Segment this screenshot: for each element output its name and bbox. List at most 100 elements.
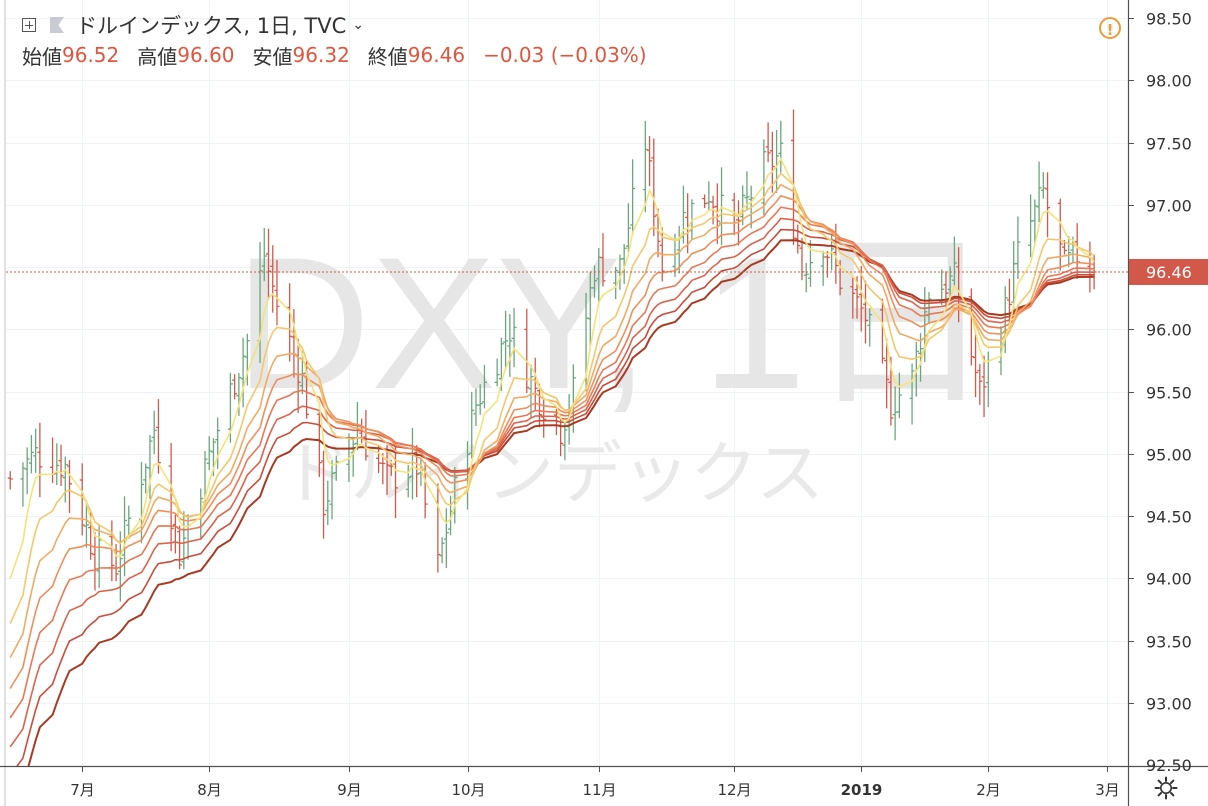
ohlc-bar: [1057, 198, 1063, 271]
ohlc-bar: [33, 428, 39, 473]
ohlc-bar: [951, 236, 957, 286]
ohlc-bar: [83, 500, 89, 548]
ohlc-bar: [20, 462, 26, 507]
ohlc-bar: [321, 450, 327, 539]
y-tick-label: 97.00: [1146, 197, 1192, 216]
ohlc-bar: [625, 203, 631, 253]
ohlc-bar: [651, 138, 657, 237]
y-tick-label: 93.50: [1146, 633, 1192, 652]
ohlc-bar: [325, 480, 331, 526]
ohlc-bar: [761, 139, 767, 216]
y-tick-label: 98.00: [1146, 72, 1192, 91]
symbol-title[interactable]: ドルインデックス, 1日, TVC: [76, 14, 347, 38]
ohlc-bar: [7, 471, 13, 490]
x-tick-label: 2019: [841, 781, 883, 799]
ohlc-bar: [333, 455, 339, 481]
ohlc-bar: [1045, 172, 1051, 238]
x-tick-label: 12月: [717, 781, 751, 799]
ohlc-bar: [879, 298, 885, 364]
ohlc-bar: [630, 159, 636, 236]
ohlc-bar: [37, 422, 43, 498]
ohlc-bar: [647, 136, 653, 187]
y-tick-label-partial: 92.50: [1146, 756, 1192, 775]
plot-area[interactable]: [0, 0, 1128, 766]
last-price-tag: 96.46: [1129, 258, 1208, 285]
ohlc-bar: [28, 435, 34, 474]
close-value: 96.46: [407, 43, 466, 67]
ohlc-bar: [469, 391, 475, 459]
ma-line-5: [9, 157, 1095, 579]
x-tick-label: 7月: [70, 781, 95, 799]
chart-legend: ドルインデックス, 1日, TVC ⌄ 始値 96.52 高値 96.60 安値…: [22, 10, 647, 70]
open-label: 始値: [22, 44, 62, 69]
ohlc-bar: [1015, 216, 1021, 279]
ohlc-bar: [79, 463, 85, 536]
ohlc-bar: [363, 409, 369, 461]
ohlc-bar: [642, 120, 648, 213]
ohlc-bar: [896, 372, 902, 419]
ohlc-bar: [862, 280, 868, 344]
ohlc-bar: [244, 333, 250, 386]
ohlc-bar: [24, 447, 30, 495]
last-price-label: 96.46: [1146, 263, 1192, 282]
ohlc-bar: [778, 120, 784, 174]
ma-line-25: [9, 206, 1095, 719]
warning-icon[interactable]: !: [1099, 17, 1121, 39]
y-tick-label: 95.50: [1146, 384, 1192, 403]
ohlc-bar: [477, 384, 483, 415]
ma-line-30: [9, 217, 1095, 748]
x-tick-label: 10月: [451, 781, 485, 799]
ohlc-bar: [147, 434, 153, 499]
ohlc-bar: [1032, 199, 1038, 246]
plus-square-icon[interactable]: [22, 18, 36, 32]
price-axis[interactable]: 93.0093.5094.0094.5095.0095.5096.0096.50…: [1128, 10, 1192, 776]
vertical-gridlines: [82, 0, 1108, 766]
ohlc-bar: [439, 537, 445, 564]
ohlc-bar: [261, 227, 267, 282]
ma-line-40: [27, 239, 1095, 766]
ohlc-bar: [67, 460, 73, 513]
ohlc-bar: [528, 364, 534, 419]
ohlc-bar: [236, 372, 242, 416]
ohlc-bar: [807, 240, 813, 287]
ohlc-bar: [329, 460, 335, 520]
ma-line-35: [16, 228, 1095, 766]
ohlc-values: 始値 96.52 高値 96.60 安値 96.32 終値 96.46 −0.0…: [22, 40, 647, 70]
ohlc-bar: [155, 399, 161, 474]
ohlc-bar: [62, 456, 68, 503]
ohlc-bar: [858, 265, 864, 332]
x-tick-label: 3月: [1095, 781, 1120, 799]
ohlc-bar: [405, 465, 411, 498]
y-tick-label: 93.00: [1146, 695, 1192, 714]
ohlc-bar: [702, 194, 708, 208]
ohlc-bar: [884, 338, 890, 409]
gear-icon[interactable]: [1154, 776, 1178, 800]
ohlc-bar: [232, 374, 238, 400]
x-tick-label: 9月: [337, 781, 362, 799]
ohlc-bar: [266, 228, 272, 301]
close-label: 終値: [367, 44, 408, 69]
ohlc-bar: [824, 251, 830, 278]
chevron-down-icon[interactable]: ⌄: [352, 17, 365, 33]
ohlc-bar: [769, 131, 775, 193]
x-tick-label: 8月: [197, 781, 222, 799]
ohlc-bar: [274, 260, 280, 326]
ohlc-bar: [803, 262, 809, 293]
ohlc-bar: [765, 122, 771, 163]
ohlc-bar: [507, 314, 513, 377]
horizontal-gridlines: [6, 18, 1128, 704]
ohlc-bar: [977, 364, 983, 405]
ohlc-bar: [1040, 172, 1046, 199]
ohlc-bar: [494, 358, 500, 387]
ohlc-bar: [393, 444, 399, 519]
x-tick-label: 11月: [582, 781, 616, 799]
time-axis[interactable]: 7月 8月 9月 10月 11月 12月 2019 2月 3月: [70, 766, 1120, 799]
ohlc-bar: [380, 453, 386, 485]
flag-icon[interactable]: [50, 17, 64, 33]
ma-line-10: [9, 171, 1095, 624]
ohlc-bar: [973, 331, 979, 398]
change-value: −0.03 (−0.03%): [483, 43, 647, 67]
ohlc-bar: [909, 363, 915, 425]
